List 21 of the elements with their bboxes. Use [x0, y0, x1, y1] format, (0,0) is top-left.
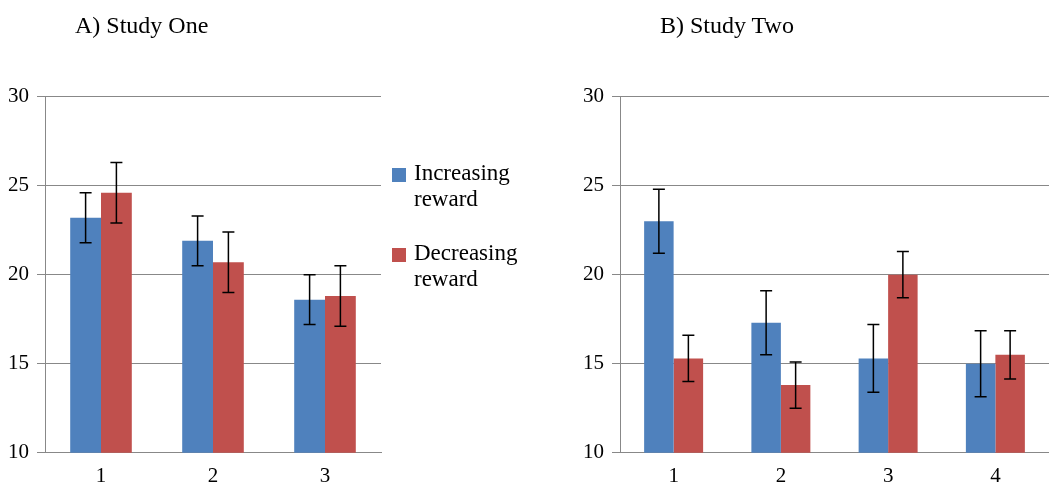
- legend-label: Decreasing reward: [414, 240, 519, 292]
- x-tick-label: 2: [207, 462, 219, 487]
- legend-label: Increasing reward: [414, 160, 511, 212]
- x-tick-label: 1: [95, 462, 107, 487]
- x-tick-label: 1: [668, 462, 679, 487]
- y-tick-label: 30: [583, 83, 604, 108]
- y-tick-label: 30: [8, 83, 29, 108]
- chart-title: A) Study One: [75, 12, 209, 39]
- y-tick-label: 10: [583, 439, 604, 464]
- x-tick-label: 4: [990, 462, 1002, 487]
- y-tick-label: 20: [583, 261, 604, 286]
- y-tick-label: 25: [8, 172, 29, 197]
- y-tick-label: 15: [583, 350, 604, 375]
- y-tick-label: 25: [583, 172, 604, 197]
- chart-title: B) Study Two: [660, 12, 794, 39]
- x-tick-label: 3: [319, 462, 331, 487]
- x-tick-label: 3: [882, 462, 894, 487]
- y-tick-label: 20: [8, 261, 29, 286]
- y-tick-label: 15: [8, 350, 29, 375]
- y-tick-label: 10: [8, 439, 29, 464]
- x-tick-label: 2: [775, 462, 787, 487]
